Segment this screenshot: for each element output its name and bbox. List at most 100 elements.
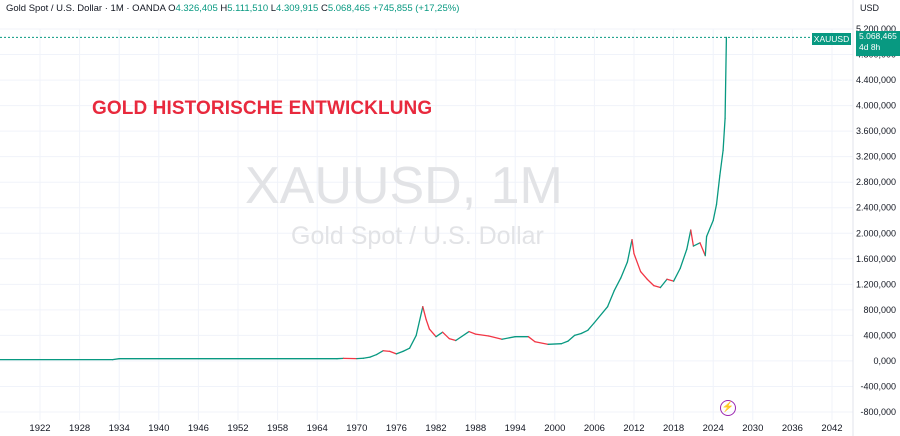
price-segment xyxy=(626,238,633,263)
x-tick-label: 1928 xyxy=(69,423,90,434)
price-segment xyxy=(646,278,655,287)
price-segment xyxy=(631,238,635,255)
price-segment xyxy=(613,277,622,292)
last-price-value: 5.068,465 xyxy=(859,31,897,41)
price-segment xyxy=(580,329,589,335)
price-segment xyxy=(362,356,371,359)
low-label: L xyxy=(270,3,277,14)
price-segment xyxy=(719,149,724,177)
x-tick-label: 2036 xyxy=(782,423,803,434)
high-value: 5.111,510 xyxy=(227,3,269,14)
price-segment xyxy=(455,330,470,342)
price-segment xyxy=(722,117,726,151)
x-tick-label: 1946 xyxy=(188,423,209,434)
y-tick-label: 4.400,000 xyxy=(856,75,896,85)
y-tick-label: 5.200,000 xyxy=(856,24,896,34)
symbol-price-tag: XAUUSD xyxy=(812,33,851,45)
price-segment xyxy=(699,242,706,257)
y-tick-label: -400,000 xyxy=(860,381,896,391)
price-segment xyxy=(639,270,648,280)
x-tick-label: 1940 xyxy=(148,423,169,434)
symbol-title: Gold Spot / U.S. Dollar · 1M · OANDA xyxy=(6,3,166,14)
price-segment xyxy=(441,331,450,340)
y-tick-label: 3.200,000 xyxy=(856,152,896,162)
price-segment xyxy=(573,332,582,337)
y-axis: 5.200,0004.800,0004.400,0004.000,0003.60… xyxy=(852,0,896,436)
price-segment xyxy=(534,341,549,345)
price-segment xyxy=(389,350,398,355)
price-segment xyxy=(704,235,708,257)
x-tick-label: 2012 xyxy=(623,423,644,434)
x-tick-label: 2000 xyxy=(544,423,565,434)
price-segment xyxy=(606,290,615,308)
price-segment xyxy=(408,334,417,349)
price-segment xyxy=(679,248,688,270)
x-tick-label: 1952 xyxy=(227,423,248,434)
price-segment xyxy=(425,318,431,330)
watermark-description: Gold Spot / U.S. Dollar xyxy=(291,222,544,250)
y-tick-label: 2.800,000 xyxy=(856,177,896,187)
price-segment xyxy=(712,203,718,222)
x-tick-label: 2024 xyxy=(703,423,724,434)
x-tick-label: 2006 xyxy=(584,423,605,434)
price-segment xyxy=(692,242,701,247)
open-value: 4.326,405 xyxy=(175,3,218,14)
x-tick-label: 2030 xyxy=(742,423,763,434)
y-tick-label: 2.000,000 xyxy=(856,228,896,238)
axis-unit: USD xyxy=(860,3,880,13)
bar-countdown: 4d 8h xyxy=(859,42,881,52)
price-segment xyxy=(527,336,536,343)
price-segment xyxy=(724,36,728,120)
price-segment xyxy=(659,278,668,289)
y-tick-label: 800,000 xyxy=(863,305,896,315)
x-tick-label: 1964 xyxy=(307,423,328,434)
change-value: +745,855 (+17,25%) xyxy=(372,3,460,14)
price-segment xyxy=(560,340,569,345)
price-segment xyxy=(666,278,675,282)
x-tick-label: 1922 xyxy=(29,423,50,434)
price-segment xyxy=(375,350,384,356)
y-tick-label: 400,000 xyxy=(863,330,896,340)
high-label: H xyxy=(220,3,228,14)
price-segment xyxy=(435,331,444,338)
price-segment xyxy=(567,334,576,342)
price-segment xyxy=(633,253,642,273)
price-segment xyxy=(402,347,411,353)
x-tick-label: 1958 xyxy=(267,423,288,434)
y-tick-label: 1.600,000 xyxy=(856,254,896,264)
price-segment xyxy=(415,306,424,337)
x-tick-label: 1982 xyxy=(425,423,446,434)
price-segment xyxy=(111,358,120,361)
y-tick-label: 4.000,000 xyxy=(856,101,896,111)
x-tick-label: 1976 xyxy=(386,423,407,434)
y-tick-label: 2.400,000 xyxy=(856,203,896,213)
price-segment xyxy=(468,330,477,335)
price-segment xyxy=(587,321,596,331)
close-value: 5.068,465 xyxy=(327,3,371,14)
price-segment xyxy=(686,229,692,250)
x-tick-label: 1994 xyxy=(505,423,526,434)
low-value: 4.309,915 xyxy=(276,3,319,14)
y-tick-label: 0,000 xyxy=(873,356,896,366)
price-segment xyxy=(474,333,490,337)
chart-headline: GOLD HISTORISCHE ENTWICKLUNG xyxy=(92,98,433,119)
price-segment xyxy=(690,229,695,247)
symbol-header: Gold Spot / U.S. Dollar · 1M · OANDA O4.… xyxy=(6,3,459,14)
price-segment xyxy=(705,219,714,238)
price-segment xyxy=(620,261,629,279)
y-tick-label: 1.200,000 xyxy=(856,279,896,289)
x-tick-label: 2042 xyxy=(821,423,842,434)
x-tick-label: 1934 xyxy=(109,423,130,434)
x-tick-label: 1988 xyxy=(465,423,486,434)
price-segment xyxy=(488,335,503,340)
lightning-icon[interactable]: ⚡ xyxy=(720,400,736,416)
price-segment xyxy=(653,284,662,289)
y-tick-label: -800,000 xyxy=(860,407,896,417)
watermark-symbol: XAUUSD, 1M xyxy=(245,157,563,215)
price-segment xyxy=(547,343,563,345)
price-series xyxy=(0,36,728,361)
price-segment xyxy=(428,328,437,338)
open-label: O xyxy=(168,3,176,14)
x-tick-label: 1970 xyxy=(346,423,367,434)
